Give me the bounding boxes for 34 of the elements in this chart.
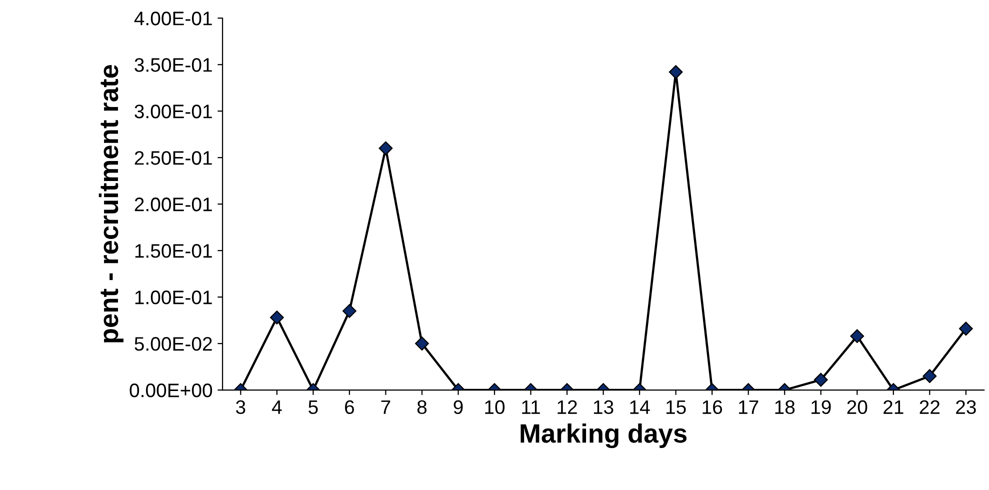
- x-tick-label: 6: [345, 400, 354, 414]
- y-tick-label: 0.00E+00: [130, 384, 212, 398]
- x-tick-label: 13: [594, 400, 614, 414]
- x-tick-label: 18: [775, 400, 795, 414]
- y-tick-label: 5.00E-02: [134, 337, 212, 351]
- x-axis-title: Marking days: [520, 423, 687, 448]
- y-tick-label: 2.50E-01: [134, 151, 212, 165]
- x-tick-label: 12: [558, 400, 577, 414]
- y-tick-label: 2.00E-01: [134, 198, 212, 212]
- y-tick-label: 4.00E-01: [134, 12, 212, 26]
- x-tick-label: 20: [847, 400, 868, 414]
- point: [668, 65, 683, 79]
- y-tick-label: 1.00E-01: [135, 290, 212, 304]
- x-tick-label: 19: [812, 400, 831, 414]
- x-tick-label: 22: [920, 400, 940, 414]
- x-tick-label: 14: [630, 400, 650, 414]
- x-tick-label: 5: [308, 400, 318, 414]
- y-axis-title: pent - recruitment rate: [98, 64, 124, 342]
- x-tick-label: 10: [485, 400, 505, 414]
- point: [378, 141, 393, 156]
- x-tick-label: 8: [417, 400, 427, 414]
- y-tick-label: 3.50E-01: [134, 58, 212, 72]
- x-tick-label: 17: [739, 400, 758, 414]
- y-tick-label: 3.00E-01: [134, 104, 212, 118]
- x-tick-label: 11: [522, 400, 540, 414]
- x-tick-label: 9: [454, 400, 463, 414]
- x-tick-label: 4: [272, 400, 282, 414]
- x-tick-label: 3: [236, 400, 246, 414]
- x-tick-label: 7: [381, 400, 390, 414]
- x-tick-label: 16: [702, 400, 722, 414]
- x-tick-label: 23: [956, 400, 976, 414]
- x-tick-label: 15: [666, 400, 686, 414]
- y-tick-label: 1.50E-01: [135, 244, 212, 258]
- x-tick-label: 21: [884, 400, 904, 414]
